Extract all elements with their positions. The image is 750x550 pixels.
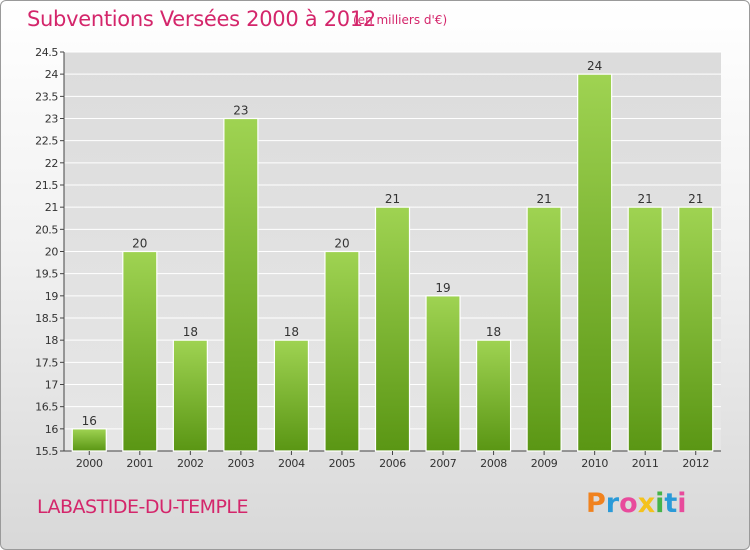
- x-tick-label: 2000: [76, 457, 103, 470]
- bar-value-label: 16: [82, 414, 97, 428]
- bar: [273, 339, 310, 452]
- y-tick-label: 18.5: [35, 312, 58, 325]
- brand-letter: P: [586, 488, 606, 519]
- x-tick-label: 2006: [379, 457, 406, 470]
- bar: [526, 206, 562, 452]
- brand-letter: x: [637, 488, 656, 519]
- y-tick-label: 17: [45, 379, 59, 392]
- x-tick-label: 2009: [531, 457, 558, 470]
- chart-unit: (en milliers d'€): [353, 13, 448, 27]
- brand-letter: i: [677, 488, 687, 519]
- x-tick-label: 2005: [329, 457, 356, 470]
- brand-letter: o: [619, 488, 638, 519]
- chart-title: Subventions Versées 2000 à 2012: [27, 7, 376, 31]
- y-tick-label: 16.5: [35, 401, 58, 414]
- brand-logo: Proxiti: [586, 488, 687, 519]
- x-tick-label: 2004: [278, 457, 305, 470]
- brand-letter: t: [664, 488, 678, 519]
- brand-letter: i: [655, 488, 665, 519]
- bar: [678, 206, 714, 452]
- y-tick-label: 22: [45, 157, 58, 170]
- y-tick-label: 15.5: [35, 445, 58, 458]
- brand-letter: r: [605, 488, 620, 519]
- bar-value-label: 21: [638, 192, 653, 206]
- x-tick-label: 2011: [632, 457, 659, 470]
- y-tick-label: 22.5: [35, 135, 58, 148]
- bar-value-label: 21: [536, 192, 551, 206]
- bar-value-label: 18: [486, 325, 501, 339]
- bar: [425, 295, 461, 452]
- y-tick-label: 23.5: [35, 90, 58, 103]
- bar-value-label: 20: [132, 237, 147, 251]
- bar: [324, 250, 360, 452]
- bar-value-label: 23: [233, 104, 248, 118]
- y-tick-label: 24: [45, 68, 59, 81]
- y-tick-label: 16: [45, 423, 59, 436]
- y-tick-label: 18: [45, 334, 59, 347]
- y-tick-label: 21: [45, 201, 58, 214]
- bar-value-label: 18: [284, 325, 299, 339]
- x-tick-label: 2003: [227, 457, 254, 470]
- x-tick-label: 2007: [430, 457, 457, 470]
- bar-value-label: 19: [435, 281, 450, 295]
- y-tick-label: 21.5: [35, 179, 58, 192]
- bar: [122, 250, 158, 452]
- y-tick-label: 20: [45, 246, 59, 259]
- y-tick-label: 19: [45, 290, 59, 303]
- bar-value-label: 21: [385, 192, 400, 206]
- bar: [627, 206, 663, 452]
- x-tick-label: 2010: [581, 457, 608, 470]
- x-tick-label: 2012: [682, 457, 709, 470]
- bar-value-label: 20: [334, 237, 349, 251]
- y-tick-label: 24.5: [35, 46, 58, 59]
- bar: [577, 73, 613, 452]
- bar: [475, 339, 512, 452]
- bar-value-label: 18: [183, 325, 198, 339]
- y-tick-label: 19.5: [35, 268, 58, 281]
- x-tick-label: 2002: [177, 457, 204, 470]
- city-name: LABASTIDE-DU-TEMPLE: [37, 496, 249, 518]
- x-tick-label: 2001: [126, 457, 153, 470]
- bar: [223, 117, 259, 452]
- y-tick-label: 17.5: [35, 356, 58, 369]
- bar-value-label: 21: [688, 192, 703, 206]
- bar: [71, 428, 107, 452]
- x-tick-label: 2008: [480, 457, 507, 470]
- bar: [374, 206, 411, 452]
- bar-value-label: 24: [587, 59, 602, 73]
- y-tick-label: 20.5: [35, 223, 58, 236]
- y-tick-label: 23: [45, 113, 59, 126]
- bar: [172, 339, 208, 452]
